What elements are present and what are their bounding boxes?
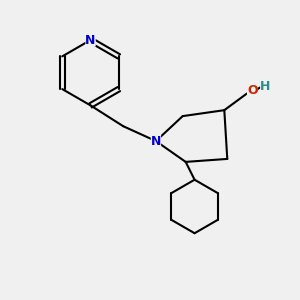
- Text: O: O: [247, 84, 258, 97]
- Text: N: N: [151, 135, 161, 148]
- Text: N: N: [85, 34, 96, 46]
- Text: H: H: [260, 80, 271, 93]
